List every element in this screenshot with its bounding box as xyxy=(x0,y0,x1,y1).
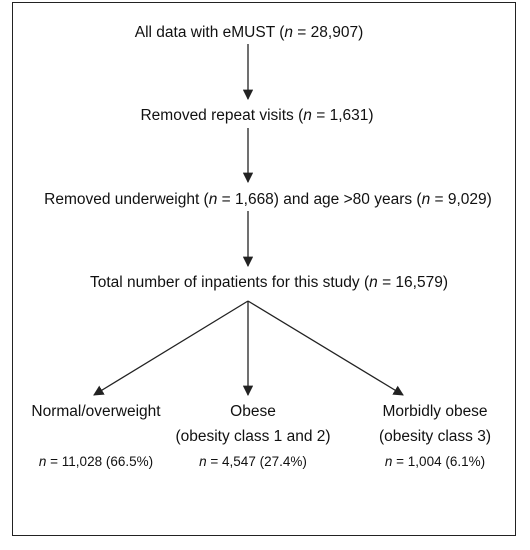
node-all-data: All data with eMUST (n = 28,907) xyxy=(135,24,363,42)
n-symbol: n xyxy=(369,274,378,291)
outcome-morbid-count: n = 1,004 (6.1%) xyxy=(385,453,485,471)
node-under-count: = 9,029) xyxy=(430,191,492,208)
node-repeat-count: = 1,631) xyxy=(311,107,374,124)
node-removed-underweight: Removed underweight (n = 1,668) and age … xyxy=(44,191,492,209)
outcome-morbid-label: Morbidly obese xyxy=(382,403,488,420)
outcome-obese-sublabel: (obesity class 1 and 2) xyxy=(175,428,331,445)
outcome-normal-label: Normal/overweight xyxy=(31,403,161,420)
n-symbol: n xyxy=(303,107,312,124)
n-symbol: n xyxy=(199,454,207,469)
node-total: Total number of inpatients for this stud… xyxy=(90,274,448,292)
outcome-obese-label: Obese xyxy=(230,403,276,420)
node-all-data-count: = 28,907) xyxy=(293,24,364,41)
arrow-total-to-morbid xyxy=(247,300,404,396)
outcome-normal-count: n = 11,028 (66.5%) xyxy=(39,453,153,471)
node-under-text: Removed underweight ( xyxy=(44,191,209,208)
outcome-normal-count-value: = 11,028 (66.5%) xyxy=(46,454,154,469)
node-total-count: = 16,579) xyxy=(377,274,448,291)
n-symbol: n xyxy=(38,454,47,469)
node-repeat-text: Removed repeat visits ( xyxy=(140,107,304,124)
n-symbol: n xyxy=(284,24,293,41)
outcome-morbid-sublabel: (obesity class 3) xyxy=(379,428,491,445)
flowchart-frame xyxy=(12,2,516,536)
n-symbol: n xyxy=(384,454,393,469)
node-all-data-text: All data with eMUST ( xyxy=(134,24,285,41)
node-total-text: Total number of inpatients for this stud… xyxy=(90,274,370,291)
outcome-obese-count-value: = 4,547 (27.4%) xyxy=(206,454,307,469)
outcome-obese-count: n = 4,547 (27.4%) xyxy=(199,453,307,471)
n-symbol: n xyxy=(421,191,431,208)
outcome-morbid-count-value: = 1,004 (6.1%) xyxy=(392,454,486,469)
node-removed-repeat: Removed repeat visits (n = 1,631) xyxy=(140,107,373,125)
arrow-total-to-normal xyxy=(93,300,249,396)
n-symbol: n xyxy=(208,191,218,208)
node-under-mid: = 1,668) and age >80 years ( xyxy=(217,191,422,208)
